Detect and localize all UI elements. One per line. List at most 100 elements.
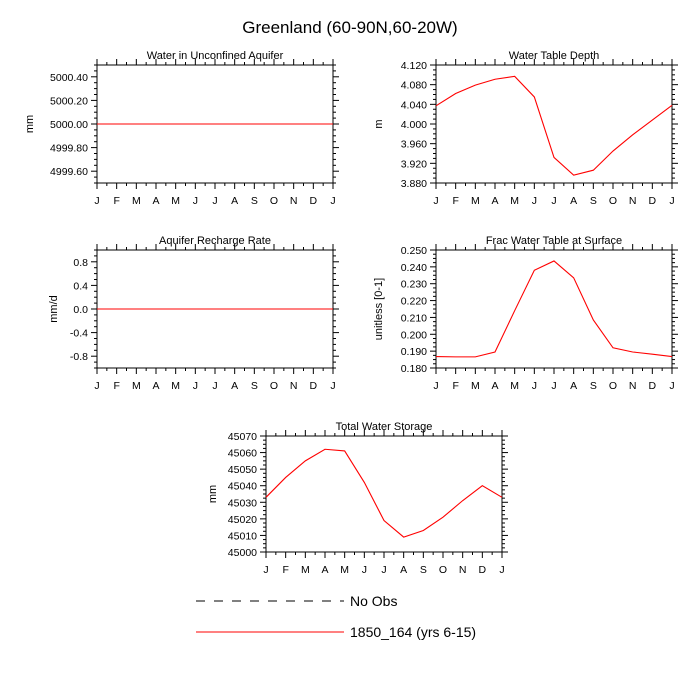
x-tick-label: D: [310, 195, 318, 207]
y-tick-label: 0.4: [73, 280, 88, 292]
x-tick-label: N: [629, 380, 637, 392]
x-tick-label: S: [590, 195, 597, 207]
x-tick-label: F: [113, 195, 119, 207]
x-tick-label: F: [452, 195, 458, 207]
legend-label: 1850_164 (yrs 6-15): [350, 624, 476, 640]
x-tick-label: J: [433, 195, 438, 207]
x-tick-label: N: [459, 564, 467, 576]
x-tick-label: N: [629, 195, 637, 207]
y-tick-label: 0.230: [401, 279, 427, 291]
x-tick-label: J: [551, 380, 556, 392]
x-tick-label: J: [669, 195, 674, 207]
y-tick-label: 0.220: [401, 296, 427, 308]
x-tick-label: N: [290, 195, 298, 207]
x-tick-label: J: [212, 195, 217, 207]
x-tick-label: J: [94, 380, 99, 392]
plot-frame: [435, 64, 673, 184]
y-axis-label: mm: [24, 115, 36, 133]
y-axis-label: mm: [207, 485, 219, 503]
y-axis-label: m: [373, 119, 385, 128]
y-tick-label: 4.120: [401, 60, 427, 72]
y-tick-label: 45020: [228, 514, 257, 526]
x-tick-label: D: [310, 380, 318, 392]
series-line-model: [265, 448, 503, 538]
legend-entry: No Obs: [196, 593, 397, 609]
x-tick-label: A: [231, 380, 238, 392]
y-tick-label: 0.180: [401, 363, 427, 375]
x-tick-label: M: [301, 564, 310, 576]
x-tick-label: J: [263, 564, 268, 576]
x-tick-label: J: [551, 195, 556, 207]
x-tick-label: M: [471, 195, 480, 207]
x-tick-label: S: [251, 195, 258, 207]
x-tick-label: J: [381, 564, 386, 576]
y-axis-label: mm/d: [48, 295, 60, 323]
x-tick-label: M: [340, 564, 349, 576]
y-tick-label: 45030: [228, 497, 257, 509]
y-tick-label: 0.190: [401, 346, 427, 358]
y-tick-label: 4999.60: [50, 166, 88, 178]
plot-frame: [265, 435, 503, 553]
y-tick-label: -0.8: [70, 351, 88, 363]
y-tick-label: 45070: [228, 431, 257, 443]
x-tick-label: J: [193, 195, 198, 207]
x-tick-label: S: [420, 564, 427, 576]
x-tick-label: M: [510, 195, 519, 207]
x-tick-label: M: [171, 380, 180, 392]
x-tick-label: M: [132, 195, 141, 207]
y-tick-label: 45060: [228, 448, 257, 460]
x-tick-label: F: [282, 564, 288, 576]
x-tick-label: D: [649, 195, 657, 207]
y-tick-label: 0.8: [73, 257, 88, 269]
y-tick-label: 3.960: [401, 139, 427, 151]
y-tick-label: 4.080: [401, 80, 427, 92]
y-tick-label: -0.4: [70, 328, 88, 340]
plot-frame: [435, 249, 673, 369]
x-tick-label: D: [649, 380, 657, 392]
x-tick-label: O: [270, 380, 278, 392]
x-tick-label: J: [212, 380, 217, 392]
x-tick-label: J: [669, 380, 674, 392]
panel-title: Water Table Depth: [509, 50, 600, 62]
panel-title: Total Water Storage: [336, 421, 433, 433]
panel-title: Frac Water Table at Surface: [486, 235, 622, 247]
y-tick-label: 0.210: [401, 312, 427, 324]
x-tick-label: F: [452, 380, 458, 392]
y-tick-label: 5000.40: [50, 72, 88, 84]
x-tick-label: A: [570, 195, 577, 207]
y-tick-label: 4.000: [401, 119, 427, 131]
y-tick-label: 3.880: [401, 178, 427, 190]
x-tick-label: A: [152, 195, 159, 207]
y-tick-label: 5000.20: [50, 95, 88, 107]
x-tick-label: A: [400, 564, 407, 576]
legend-entry: 1850_164 (yrs 6-15): [196, 624, 476, 640]
legend: No Obs 1850_164 (yrs 6-15): [196, 593, 476, 640]
x-tick-label: N: [290, 380, 298, 392]
y-tick-label: 3.920: [401, 158, 427, 170]
y-tick-label: 4999.80: [50, 143, 88, 155]
x-tick-label: O: [439, 564, 447, 576]
x-tick-label: J: [330, 195, 335, 207]
y-tick-label: 45040: [228, 481, 257, 493]
y-tick-label: 45000: [228, 547, 257, 559]
x-tick-label: F: [113, 380, 119, 392]
series-line-model: [435, 75, 673, 176]
series-line-model: [435, 260, 673, 358]
x-tick-label: J: [94, 195, 99, 207]
x-tick-label: M: [510, 380, 519, 392]
x-tick-label: J: [330, 380, 335, 392]
y-tick-label: 45010: [228, 530, 257, 542]
x-tick-label: M: [171, 195, 180, 207]
x-tick-label: A: [231, 195, 238, 207]
x-tick-label: O: [609, 195, 617, 207]
y-tick-label: 4.040: [401, 99, 427, 111]
legend-label: No Obs: [350, 593, 397, 609]
y-axis-label: unitless [0-1]: [373, 278, 385, 340]
y-tick-label: 0.0: [73, 304, 88, 316]
